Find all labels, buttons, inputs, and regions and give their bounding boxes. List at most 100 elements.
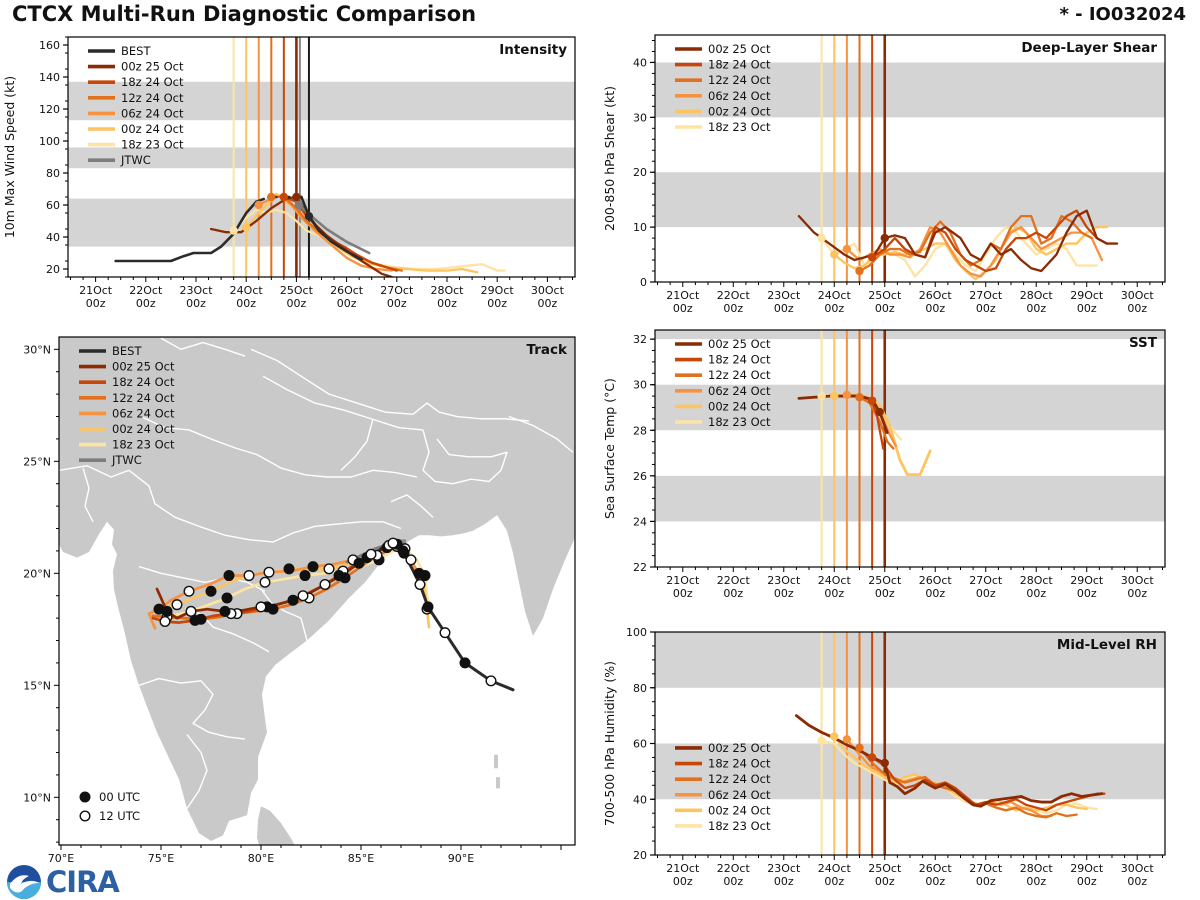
- track-map: 70°E 75°E 80°E 85°E 90°E 10°N 15°N 20°N 25°N 30°N…: [23, 336, 576, 865]
- svg-text:24Oct: 24Oct: [230, 284, 264, 297]
- svg-text:27Oct: 27Oct: [969, 289, 1003, 302]
- svg-text:22Oct: 22Oct: [717, 289, 751, 302]
- svg-text:00z 24 Oct: 00z 24 Oct: [708, 803, 771, 817]
- svg-text:25Oct: 25Oct: [868, 574, 902, 587]
- svg-text:00z: 00z: [1077, 587, 1097, 600]
- svg-text:21Oct: 21Oct: [666, 289, 700, 302]
- svg-text:JTWC: JTWC: [120, 153, 151, 167]
- svg-text:00z 24 Oct: 00z 24 Oct: [708, 399, 771, 413]
- svg-text:00z 25 Oct: 00z 25 Oct: [112, 360, 175, 374]
- svg-text:00z 24 Oct: 00z 24 Oct: [121, 122, 184, 136]
- svg-text:Deep-Layer Shear: Deep-Layer Shear: [1021, 40, 1157, 56]
- svg-text:24Oct: 24Oct: [818, 289, 852, 302]
- svg-text:00z: 00z: [723, 302, 743, 315]
- svg-text:30Oct: 30Oct: [1121, 862, 1155, 875]
- svg-text:00z 25 Oct: 00z 25 Oct: [708, 42, 771, 56]
- svg-text:25Oct: 25Oct: [280, 284, 314, 297]
- svg-text:18z 24 Oct: 18z 24 Oct: [112, 375, 175, 389]
- svg-text:00z: 00z: [186, 297, 206, 310]
- mid-level-rh-panel: 21Oct 00z 22Oct 00z 23Oct 00z 24Oct 00z 25Oct 00z…: [600, 613, 1200, 900]
- svg-text:00z: 00z: [487, 297, 507, 310]
- svg-text:26Oct: 26Oct: [919, 289, 953, 302]
- svg-text:Mid-Level RH: Mid-Level RH: [1057, 637, 1157, 653]
- svg-text:32: 32: [633, 333, 647, 346]
- svg-text:00z: 00z: [824, 875, 844, 888]
- svg-text:75°E: 75°E: [148, 852, 174, 865]
- svg-text:28: 28: [633, 424, 647, 437]
- svg-text:00z: 00z: [1127, 875, 1147, 888]
- svg-text:29Oct: 29Oct: [481, 284, 515, 297]
- svg-text:60: 60: [633, 738, 647, 751]
- svg-text:00z: 00z: [287, 297, 307, 310]
- svg-text:00z: 00z: [925, 875, 945, 888]
- svg-text:00z: 00z: [976, 302, 996, 315]
- svg-text:29Oct: 29Oct: [1070, 862, 1104, 875]
- svg-text:200-850 hPa Shear (kt): 200-850 hPa Shear (kt): [602, 86, 617, 231]
- svg-text:00z: 00z: [976, 875, 996, 888]
- svg-text:00z: 00z: [723, 587, 743, 600]
- svg-text:23Oct: 23Oct: [767, 289, 801, 302]
- svg-text:00z 25 Oct: 00z 25 Oct: [121, 60, 184, 74]
- svg-text:85°E: 85°E: [348, 852, 374, 865]
- svg-text:26: 26: [633, 470, 647, 483]
- svg-text:23Oct: 23Oct: [767, 862, 801, 875]
- svg-text:12z 24 Oct: 12z 24 Oct: [112, 391, 175, 405]
- svg-text:10m Max Wind Speed (kt): 10m Max Wind Speed (kt): [2, 76, 17, 238]
- svg-text:22Oct: 22Oct: [717, 862, 751, 875]
- svg-text:00z: 00z: [337, 297, 357, 310]
- svg-text:06z 24 Oct: 06z 24 Oct: [708, 788, 771, 802]
- svg-text:80: 80: [46, 167, 60, 180]
- svg-text:28Oct: 28Oct: [430, 284, 464, 297]
- svg-text:29Oct: 29Oct: [1070, 574, 1104, 587]
- page-title: CTCX Multi-Run Diagnostic Comparison: [12, 2, 477, 26]
- svg-text:21Oct: 21Oct: [79, 284, 113, 297]
- svg-text:18z 24 Oct: 18z 24 Oct: [708, 757, 771, 771]
- svg-text:12z 24 Oct: 12z 24 Oct: [708, 368, 771, 382]
- svg-text:25°N: 25°N: [23, 455, 51, 468]
- svg-text:27Oct: 27Oct: [969, 574, 1003, 587]
- svg-text:28Oct: 28Oct: [1020, 574, 1054, 587]
- svg-text:28Oct: 28Oct: [1020, 289, 1054, 302]
- svg-text:23Oct: 23Oct: [179, 284, 213, 297]
- svg-text:21Oct: 21Oct: [666, 862, 700, 875]
- svg-text:140: 140: [39, 71, 60, 84]
- cira-logo: CIRA: [46, 864, 120, 899]
- svg-text:23Oct: 23Oct: [767, 574, 801, 587]
- svg-text:00z: 00z: [824, 302, 844, 315]
- rh-chart: 21Oct00z22Oct00z23Oct00z24Oct00z25Oct00z…: [602, 626, 1166, 888]
- storm-id: * - IO032024: [1059, 4, 1186, 25]
- svg-text:00z: 00z: [387, 297, 407, 310]
- svg-text:18z 23 Oct: 18z 23 Oct: [708, 415, 771, 429]
- svg-text:BEST: BEST: [121, 44, 151, 58]
- svg-text:21Oct: 21Oct: [666, 574, 700, 587]
- svg-text:00z: 00z: [86, 297, 106, 310]
- svg-text:Track: Track: [527, 342, 568, 358]
- svg-text:12z 24 Oct: 12z 24 Oct: [708, 73, 771, 87]
- svg-text:18z 23 Oct: 18z 23 Oct: [121, 138, 184, 152]
- svg-text:00z: 00z: [538, 297, 558, 310]
- svg-text:Sea Surface Temp (°C): Sea Surface Temp (°C): [602, 378, 617, 519]
- svg-text:20: 20: [633, 166, 647, 179]
- svg-text:06z 24 Oct: 06z 24 Oct: [708, 384, 771, 398]
- deep-layer-shear-panel: 21Oct 00z 22Oct 00z 23Oct 00z 24Oct 00z 25Oct 00z…: [600, 25, 1200, 320]
- svg-text:24Oct: 24Oct: [818, 574, 852, 587]
- sst-chart: 21Oct00z22Oct00z23Oct00z24Oct00z25Oct00z…: [602, 329, 1166, 600]
- svg-text:28Oct: 28Oct: [1020, 862, 1054, 875]
- svg-text:00z: 00z: [824, 587, 844, 600]
- svg-text:26Oct: 26Oct: [919, 574, 953, 587]
- svg-text:00z: 00z: [673, 587, 693, 600]
- svg-text:06z 24 Oct: 06z 24 Oct: [708, 89, 771, 103]
- svg-text:18z 23 Oct: 18z 23 Oct: [112, 438, 175, 452]
- svg-text:00z: 00z: [925, 302, 945, 315]
- svg-text:20: 20: [46, 263, 60, 276]
- svg-text:00z: 00z: [1026, 302, 1046, 315]
- svg-text:0: 0: [640, 276, 647, 289]
- svg-text:15°N: 15°N: [23, 679, 51, 692]
- svg-text:00z: 00z: [1077, 302, 1097, 315]
- svg-text:700-500 hPa Humidity (%): 700-500 hPa Humidity (%): [602, 661, 617, 826]
- svg-text:00z: 00z: [925, 587, 945, 600]
- svg-text:30°N: 30°N: [23, 343, 51, 356]
- svg-text:00z: 00z: [136, 297, 156, 310]
- svg-text:160: 160: [39, 39, 60, 52]
- svg-text:22: 22: [633, 561, 647, 574]
